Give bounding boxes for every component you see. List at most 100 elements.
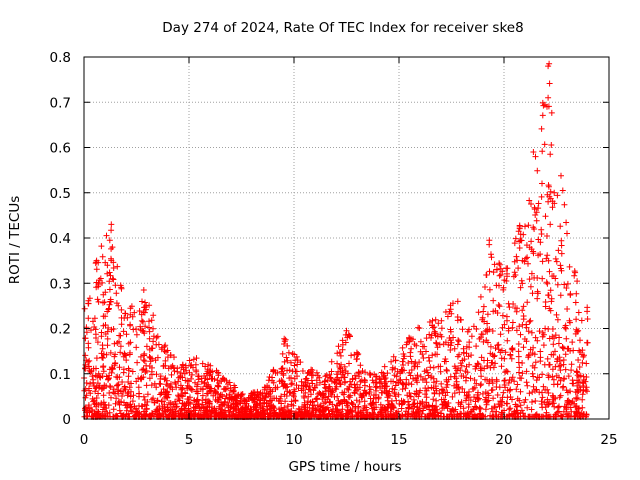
data-point: [552, 363, 559, 370]
data-point: [534, 288, 541, 295]
data-point: [407, 393, 414, 400]
data-point: [533, 377, 540, 384]
data-point: [539, 329, 546, 336]
data-point: [231, 388, 237, 394]
data-point: [490, 395, 497, 402]
data-point: [154, 397, 161, 404]
data-point: [583, 360, 590, 367]
data-point: [434, 344, 441, 351]
data-point: [536, 374, 543, 381]
data-point: [503, 368, 510, 374]
data-point: [392, 365, 399, 372]
data-point: [93, 257, 100, 264]
data-point: [245, 394, 252, 401]
data-point: [563, 411, 570, 418]
data-point: [87, 380, 94, 387]
data-point: [270, 367, 277, 374]
data-point: [545, 94, 552, 101]
chart-title: Day 274 of 2024, Rate Of TEC Index for r…: [162, 20, 523, 36]
data-point: [108, 326, 115, 333]
data-point: [192, 410, 199, 416]
data-point: [146, 335, 153, 342]
data-point: [113, 300, 120, 307]
data-point: [300, 383, 307, 389]
data-point: [564, 306, 571, 312]
data-point: [488, 405, 495, 412]
data-point: [117, 410, 124, 417]
data-point: [557, 377, 564, 384]
data-point: [484, 363, 491, 370]
data-point: [99, 253, 106, 260]
data-point: [121, 350, 128, 357]
data-point: [322, 373, 329, 380]
data-point: [405, 380, 412, 387]
data-point: [433, 340, 440, 347]
data-point: [507, 386, 514, 393]
data-point: [336, 349, 343, 356]
data-point: [133, 326, 140, 333]
data-point: [232, 393, 239, 400]
data-point: [181, 405, 187, 412]
data-point: [399, 344, 406, 351]
data-point: [409, 405, 415, 412]
data-point: [506, 411, 513, 418]
data-point: [373, 373, 380, 380]
data-point: [545, 401, 552, 408]
data-point: [447, 302, 454, 309]
data-point: [162, 342, 169, 349]
data-point: [370, 379, 377, 386]
data-point: [149, 355, 156, 362]
data-point: [157, 375, 164, 382]
data-point: [515, 341, 522, 347]
data-point: [581, 352, 587, 359]
data-point: [183, 400, 190, 407]
data-point: [528, 238, 535, 245]
data-point: [444, 381, 451, 388]
data-point: [339, 389, 346, 396]
data-point: [526, 197, 533, 204]
data-point: [108, 227, 115, 234]
data-point: [193, 355, 200, 362]
data-point: [575, 309, 582, 316]
data-point: [148, 396, 155, 403]
data-point: [410, 396, 417, 403]
data-point: [542, 213, 549, 220]
data-point: [463, 350, 470, 357]
data-point: [413, 377, 420, 384]
data-point: [444, 313, 451, 320]
data-point: [216, 380, 222, 386]
data-point: [167, 401, 174, 408]
data-point: [516, 223, 523, 230]
data-point: [507, 394, 514, 400]
data-point: [565, 401, 572, 408]
data-point: [540, 383, 547, 390]
data-point: [353, 397, 360, 404]
data-point: [504, 337, 511, 344]
data-point: [532, 212, 539, 218]
data-point: [435, 320, 442, 327]
data-point: [291, 375, 298, 382]
data-point: [500, 389, 507, 396]
data-point: [554, 381, 561, 388]
data-point: [292, 409, 299, 416]
data-point: [496, 260, 503, 267]
data-point: [93, 355, 100, 362]
data-point: [550, 351, 557, 358]
data-point: [502, 349, 509, 356]
data-point: [428, 374, 434, 381]
data-point: [153, 384, 160, 391]
data-point: [473, 404, 480, 411]
data-point: [388, 412, 395, 419]
data-point: [178, 391, 185, 397]
data-point: [384, 370, 391, 377]
data-point: [358, 394, 365, 401]
data-point: [516, 369, 522, 376]
data-point: [203, 408, 210, 414]
data-point: [380, 373, 387, 380]
data-point: [342, 331, 349, 338]
data-point: [138, 403, 145, 410]
data-point: [579, 404, 586, 411]
data-point: [520, 313, 527, 319]
data-point: [482, 284, 488, 290]
